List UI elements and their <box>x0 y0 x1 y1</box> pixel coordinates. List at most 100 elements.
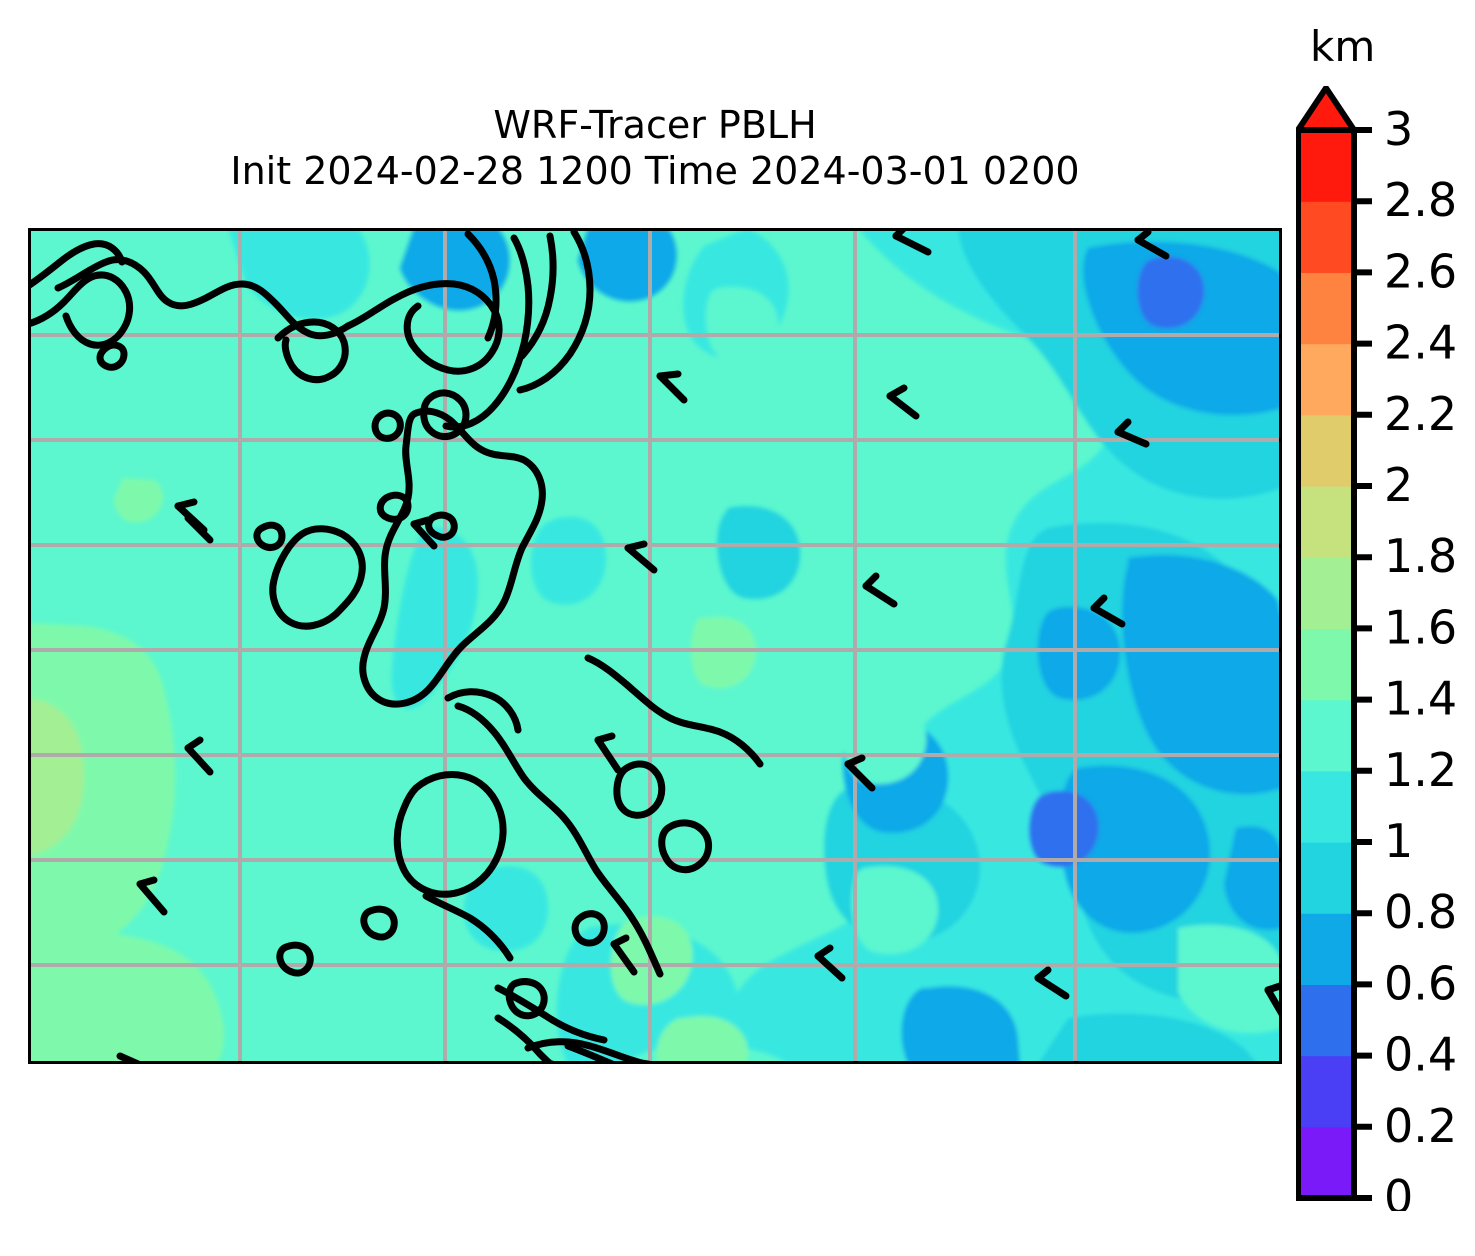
map-canvas <box>28 228 1282 1064</box>
coastline-iberia-south <box>422 892 514 962</box>
colorbar-tick-label: 1 <box>1384 814 1413 868</box>
colorbar-tick-label: 1.2 <box>1384 743 1457 797</box>
coastline-uk-north <box>344 280 503 375</box>
coastline-island-f <box>425 511 458 541</box>
colorbar-band <box>1298 486 1354 558</box>
colorbar-tick-label: 0.8 <box>1384 885 1457 939</box>
chart-title: WRF-Tracer PBLH Init 2024-02-28 1200 Tim… <box>28 103 1282 194</box>
title-line-1: WRF-Tracer PBLH <box>493 103 817 147</box>
contour-band-0p8-e <box>717 506 801 600</box>
colorbar-extend-arrow <box>1296 86 1357 133</box>
coastline-nordic-2 <box>28 240 126 290</box>
coastline-denmark <box>274 318 349 384</box>
coastline-med-north <box>584 654 764 768</box>
contour-band-1p2-e <box>894 412 965 487</box>
contour-band-1p0-d <box>531 516 606 605</box>
coastline-norway <box>28 271 134 349</box>
contour-band-0p4-b <box>1028 790 1099 868</box>
title-line-2: Init 2024-02-28 1200 Time 2024-03-01 020… <box>230 148 1080 193</box>
wind-barb <box>184 736 214 776</box>
contour-band-0p6-g <box>901 986 1020 1064</box>
coastline-italy <box>613 760 666 819</box>
contour-band-0p8-d <box>1038 1013 1258 1064</box>
contour-band-1p2-a <box>705 286 779 363</box>
coastline-island-e <box>376 491 412 523</box>
colorbar-tick-label: 0.4 <box>1384 1028 1457 1082</box>
wind-barb <box>862 572 898 608</box>
contour-band-1p2-g <box>1178 924 1282 1034</box>
coastline-north-africa <box>524 1038 652 1064</box>
colorbar-tick-label: 1.6 <box>1384 600 1457 654</box>
coastline-island-a <box>96 341 128 371</box>
colorbar[interactable]: 3 2.8 2.6 2.4 2.2 2 1.8 1.6 1.4 1.2 1 0.8 0.6 0.4 0.2 0 <box>1296 86 1468 1211</box>
contour-band-1p4-b <box>28 928 224 1064</box>
colorbar-tick-label: 2 <box>1384 458 1413 512</box>
colorbar-band <box>1298 770 1354 843</box>
coastline-finland <box>516 228 594 394</box>
colorbar-band <box>1298 628 1354 701</box>
map-panel <box>28 228 1282 1064</box>
wind-barb <box>1034 966 1070 1000</box>
contour-band-0p4-a <box>1137 256 1205 329</box>
wind-barb <box>184 514 214 544</box>
colorbar-bands <box>1296 86 1357 1199</box>
coastline-scotland-north <box>420 389 470 440</box>
contour-band-1p4 <box>28 623 176 950</box>
coastline-baltic-2 <box>518 232 557 360</box>
colorbar-tick-label: 2.6 <box>1384 244 1457 298</box>
colorbar-band <box>1298 414 1354 487</box>
wind-barb <box>844 754 876 792</box>
contour-band-1p2-h <box>912 586 991 667</box>
colorbar-tick-label: 3 <box>1384 102 1413 156</box>
coastline-island-d <box>360 905 398 941</box>
contour-band-1p2-c <box>843 696 927 785</box>
contour-bands <box>28 228 1282 1064</box>
colorbar-band <box>1298 130 1354 202</box>
colorbar-tick-label: 2.2 <box>1384 387 1457 441</box>
contour-band-1p6 <box>28 698 85 856</box>
coastline-nsea-east <box>403 302 452 374</box>
contour-fill-layer <box>28 228 1282 1064</box>
colorbar-outline <box>1296 130 1357 1201</box>
contour-band-0p6-f <box>1037 607 1121 700</box>
coastline-france-west <box>454 702 664 978</box>
colorbar-band <box>1298 201 1354 273</box>
colorbar-band <box>1298 699 1354 772</box>
wind-barb <box>656 370 688 404</box>
colorbar-band <box>1298 557 1354 629</box>
colorbar-tick-label: 2.8 <box>1384 173 1457 227</box>
coastline-biscay <box>444 688 522 734</box>
contour-band-1p4-east-a <box>691 616 757 689</box>
coastline-great-britain <box>359 407 546 708</box>
wind-barb <box>410 516 438 550</box>
contour-band-1p2-d <box>851 866 939 955</box>
wind-barb <box>1114 418 1150 448</box>
colorbar-tick-label: 0.6 <box>1384 956 1457 1010</box>
colorbar-canvas[interactable]: 3 2.8 2.6 2.4 2.2 2 1.8 1.6 1.4 1.2 1 0.8 0.6 0.4 0.2 0 <box>1296 86 1468 1211</box>
wind-barb-layer <box>116 228 1282 1064</box>
wind-barb <box>610 934 638 976</box>
wind-barb <box>814 944 846 982</box>
colorbar-border <box>1296 130 1357 1201</box>
contour-band-1p0-e <box>391 527 479 709</box>
colorbar-band <box>1298 1126 1354 1199</box>
colorbar-band <box>1298 842 1354 914</box>
colorbar-band <box>1298 984 1354 1057</box>
coastline-iberia <box>393 771 507 898</box>
coastline-hebrides <box>371 409 404 442</box>
colorbar-band <box>1298 913 1354 985</box>
colorbar-tick-label: 2.4 <box>1384 316 1457 370</box>
colorbar-unit-label: km <box>1310 22 1376 71</box>
colorbar-tick-label: 1.4 <box>1384 672 1457 726</box>
coastline-island-g <box>505 978 548 1020</box>
coastline-layer <box>28 228 764 1064</box>
colorbar-band <box>1298 343 1354 416</box>
coastline-corsica <box>571 910 608 947</box>
coastline-ireland <box>269 525 366 630</box>
colorbar-tick-label: 1.8 <box>1384 529 1457 583</box>
coastline-baltic <box>442 234 533 431</box>
wind-barb <box>624 540 658 574</box>
wind-barb <box>886 384 920 420</box>
coastline-island-c <box>276 941 314 977</box>
